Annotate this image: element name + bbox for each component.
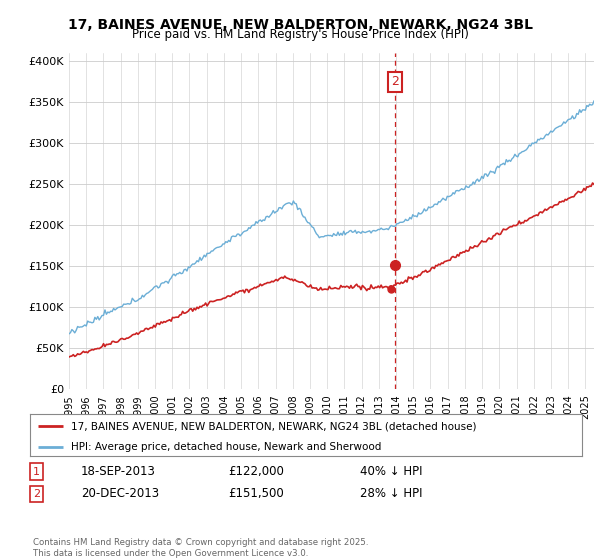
Text: 28% ↓ HPI: 28% ↓ HPI: [360, 487, 422, 501]
Text: 17, BAINES AVENUE, NEW BALDERTON, NEWARK, NG24 3BL (detached house): 17, BAINES AVENUE, NEW BALDERTON, NEWARK…: [71, 421, 477, 431]
Text: HPI: Average price, detached house, Newark and Sherwood: HPI: Average price, detached house, Newa…: [71, 442, 382, 452]
Text: £151,500: £151,500: [228, 487, 284, 501]
Text: 40% ↓ HPI: 40% ↓ HPI: [360, 465, 422, 478]
Text: 17, BAINES AVENUE, NEW BALDERTON, NEWARK, NG24 3BL: 17, BAINES AVENUE, NEW BALDERTON, NEWARK…: [67, 18, 533, 32]
Text: £122,000: £122,000: [228, 465, 284, 478]
Text: 1: 1: [33, 466, 40, 477]
Text: 18-SEP-2013: 18-SEP-2013: [81, 465, 156, 478]
Text: 2: 2: [391, 76, 399, 88]
Text: 2: 2: [33, 489, 40, 499]
Text: Price paid vs. HM Land Registry's House Price Index (HPI): Price paid vs. HM Land Registry's House …: [131, 28, 469, 41]
Text: Contains HM Land Registry data © Crown copyright and database right 2025.
This d: Contains HM Land Registry data © Crown c…: [33, 538, 368, 558]
Text: 20-DEC-2013: 20-DEC-2013: [81, 487, 159, 501]
